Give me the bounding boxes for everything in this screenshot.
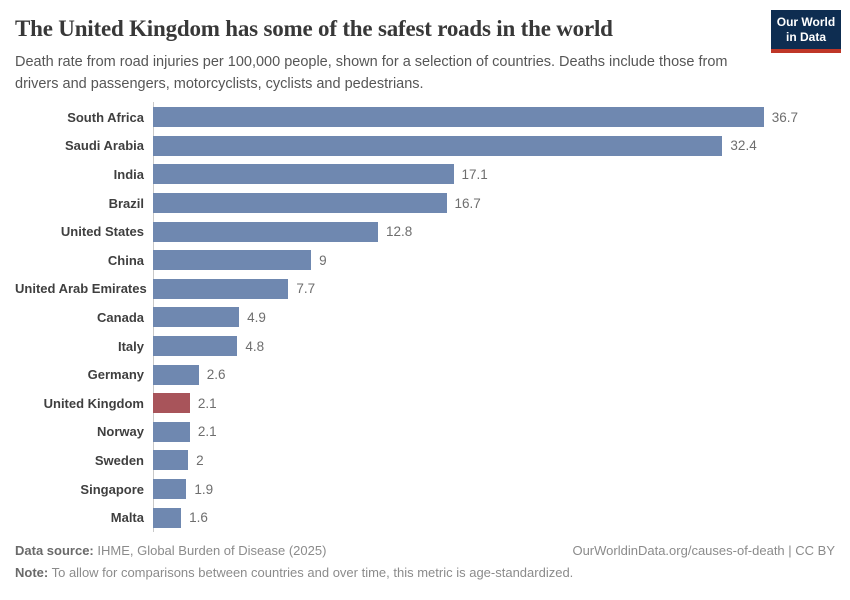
bar-area: 4.8 [153, 336, 798, 357]
chart-row: China 9 [15, 246, 835, 275]
category-label: United Arab Emirates [15, 281, 147, 297]
bar-germany[interactable] [153, 364, 199, 385]
value-label: 2 [196, 452, 204, 468]
value-label: 2.1 [197, 395, 217, 411]
note-text: To allow for comparisons between countri… [48, 565, 574, 581]
value-label: 4.9 [247, 309, 266, 325]
bar-chart: South Africa 36.7 Saudi Arabia 32.4 India 17.… [15, 102, 835, 533]
footer-line-1: Data source: IHME, Global Burden of Dise… [15, 543, 835, 559]
chart-row: India 17.1 [15, 160, 835, 189]
chart-rows: South Africa 36.7 Saudi Arabia 32.4 India 17.… [15, 103, 835, 532]
footer-note: Note: To allow for comparisons between c… [15, 565, 835, 581]
chart-row: Singapore 1.9 [15, 475, 835, 504]
bar-area: 2.1 [153, 393, 798, 414]
category-label: South Africa [67, 109, 144, 125]
chart-row: United States 12.8 [15, 217, 835, 246]
bar-china[interactable] [153, 250, 312, 271]
value-label: 32.4 [730, 138, 757, 154]
bar-area: 4.9 [153, 307, 798, 328]
chart-row: Sweden 2 [15, 446, 835, 475]
chart-row: Germany 2.6 [15, 360, 835, 389]
category-label: Brazil [108, 195, 144, 211]
data-source-text: IHME, Global Burden of Disease (2025) [93, 543, 327, 558]
chart-row: Brazil 16.7 [15, 189, 835, 218]
value-label: 4.8 [245, 338, 265, 354]
category-label: Germany [87, 367, 144, 383]
chart-row: Saudi Arabia 32.4 [15, 132, 835, 161]
value-label: 2.1 [197, 424, 217, 440]
value-label: 36.7 [771, 109, 798, 125]
note-label: Note: [15, 565, 49, 581]
data-source-label: Data source: [15, 543, 94, 558]
bar-area: 16.7 [153, 193, 798, 214]
bar-area: 36.7 [153, 107, 798, 128]
category-label: United Kingdom [43, 395, 144, 411]
value-label: 1.6 [189, 510, 208, 526]
owid-logo-line1: Our World [776, 15, 836, 29]
category-label: China [107, 252, 144, 268]
chart-subtitle: Death rate from road injuries per 100,00… [15, 54, 728, 93]
bar-united-states[interactable] [153, 221, 378, 242]
bar-area: 12.8 [153, 221, 798, 242]
chart-row: Italy 4.8 [15, 332, 835, 361]
category-label: Saudi Arabia [65, 138, 144, 154]
bar-saudi-arabia[interactable] [153, 135, 723, 156]
bar-area: 2.1 [153, 421, 798, 442]
category-label: Sweden [94, 452, 144, 468]
category-label: Singapore [80, 481, 144, 497]
bar-area: 17.1 [153, 164, 798, 185]
bar-brazil[interactable] [153, 193, 447, 214]
category-label: United States [60, 224, 144, 240]
license-link[interactable]: OurWorldinData.org/causes-of-death | CC … [572, 543, 835, 558]
value-label: 9 [319, 252, 327, 268]
bar-india[interactable] [153, 164, 454, 185]
bar-area: 9 [153, 250, 798, 271]
category-label: Italy [117, 338, 144, 354]
category-label: Norway [97, 424, 144, 440]
value-label: 12.8 [385, 224, 413, 240]
bar-united-kingdom[interactable] [153, 393, 190, 414]
owid-logo-line2: in Data [785, 30, 826, 44]
owid-logo: Our World in Data [771, 10, 841, 53]
bar-area: 2 [153, 450, 798, 471]
data-source: Data source: IHME, Global Burden of Dise… [15, 543, 326, 559]
bar-malta[interactable] [153, 507, 182, 528]
chart-row: South Africa 36.7 [15, 103, 835, 132]
bar-south-africa[interactable] [153, 107, 764, 128]
bar-canada[interactable] [153, 307, 240, 328]
chart-header: The United Kingdom has some of the safes… [0, 0, 850, 96]
value-label: 17.1 [461, 166, 488, 182]
page-title: The United Kingdom has some of the safes… [15, 16, 613, 41]
bar-italy[interactable] [153, 336, 238, 357]
bar-area: 2.6 [153, 364, 798, 385]
chart-row: United Kingdom 2.1 [15, 389, 835, 418]
value-label: 1.9 [194, 481, 214, 497]
bar-area: 7.7 [153, 278, 798, 299]
value-label: 16.7 [454, 195, 481, 211]
value-label: 2.6 [206, 367, 226, 383]
category-label: India [113, 166, 144, 182]
chart-row: Norway 2.1 [15, 418, 835, 447]
chart-row: United Arab Emirates 7.7 [15, 275, 835, 304]
bar-singapore[interactable] [153, 479, 187, 500]
chart-footer: Data source: IHME, Global Burden of Dise… [15, 543, 835, 582]
bar-area: 1.6 [153, 507, 798, 528]
bar-area: 32.4 [153, 135, 798, 156]
bar-united-arab-emirates[interactable] [153, 278, 289, 299]
chart-row: Canada 4.9 [15, 303, 835, 332]
category-label: Canada [97, 309, 144, 325]
bar-norway[interactable] [153, 421, 190, 442]
bar-sweden[interactable] [153, 450, 189, 471]
value-label: 7.7 [296, 281, 316, 297]
chart-row: Malta 1.6 [15, 503, 835, 532]
category-label: Malta [110, 510, 144, 526]
bar-area: 1.9 [153, 479, 798, 500]
